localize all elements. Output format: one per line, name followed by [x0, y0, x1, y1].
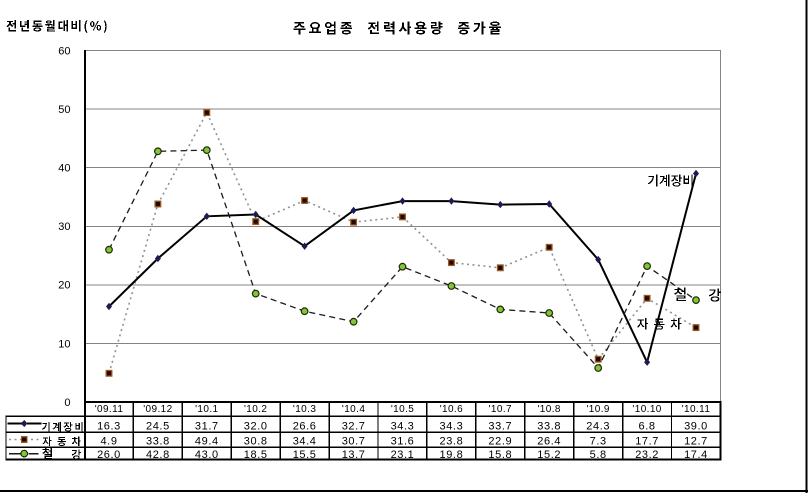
svg-text:26.4: 26.4	[537, 435, 561, 447]
svg-text:4.9: 4.9	[100, 435, 117, 447]
svg-text:13.7: 13.7	[342, 449, 366, 461]
svg-text:39.0: 39.0	[684, 420, 708, 432]
svg-text:'10.9: '10.9	[587, 404, 610, 415]
svg-text:49.4: 49.4	[195, 435, 219, 447]
svg-text:30: 30	[58, 221, 70, 233]
svg-text:18.5: 18.5	[244, 449, 268, 461]
svg-text:15.5: 15.5	[293, 449, 317, 461]
svg-text:60: 60	[58, 45, 70, 57]
svg-text:16.3: 16.3	[97, 420, 121, 432]
svg-text:26.0: 26.0	[97, 449, 121, 461]
svg-text:12.7: 12.7	[684, 435, 708, 447]
svg-text:26.6: 26.6	[293, 420, 317, 432]
svg-text:33.8: 33.8	[146, 435, 170, 447]
svg-text:'10.7: '10.7	[489, 404, 512, 415]
svg-text:33.8: 33.8	[537, 420, 561, 432]
svg-text:34.4: 34.4	[293, 435, 317, 447]
svg-text:'10.3: '10.3	[293, 404, 316, 415]
svg-text:'10.6: '10.6	[440, 404, 463, 415]
svg-text:33.7: 33.7	[488, 420, 512, 432]
svg-text:'10.4: '10.4	[342, 404, 365, 415]
svg-text:22.9: 22.9	[488, 435, 512, 447]
svg-text:17.7: 17.7	[635, 435, 659, 447]
svg-text:'09.11: '09.11	[95, 404, 124, 415]
svg-text:42.8: 42.8	[146, 449, 170, 461]
svg-text:24.5: 24.5	[146, 420, 170, 432]
svg-text:40: 40	[58, 163, 70, 175]
svg-text:32.0: 32.0	[244, 420, 268, 432]
svg-text:32.7: 32.7	[342, 420, 366, 432]
svg-text:6.8: 6.8	[639, 420, 656, 432]
svg-text:20: 20	[58, 280, 70, 292]
svg-text:23.8: 23.8	[439, 435, 463, 447]
svg-text:30.8: 30.8	[244, 435, 268, 447]
svg-text:19.8: 19.8	[439, 449, 463, 461]
svg-text:'10.1: '10.1	[195, 404, 218, 415]
svg-text:43.0: 43.0	[195, 449, 219, 461]
svg-text:'10.11: '10.11	[682, 404, 711, 415]
svg-text:10: 10	[58, 338, 70, 350]
svg-text:15.8: 15.8	[488, 449, 512, 461]
svg-text:'09.12: '09.12	[143, 404, 172, 415]
svg-text:31.7: 31.7	[195, 420, 219, 432]
svg-text:'10.10: '10.10	[632, 404, 661, 415]
svg-text:34.3: 34.3	[439, 420, 463, 432]
svg-text:31.6: 31.6	[391, 435, 415, 447]
svg-text:7.3: 7.3	[590, 435, 607, 447]
svg-text:'10.5: '10.5	[391, 404, 414, 415]
svg-text:50: 50	[58, 104, 70, 116]
svg-text:24.3: 24.3	[586, 420, 610, 432]
svg-text:'10.8: '10.8	[538, 404, 561, 415]
svg-text:'10.2: '10.2	[244, 404, 267, 415]
svg-text:23.1: 23.1	[391, 449, 415, 461]
svg-text:17.4: 17.4	[684, 449, 708, 461]
svg-text:30.7: 30.7	[342, 435, 366, 447]
svg-text:34.3: 34.3	[391, 420, 415, 432]
svg-text:0: 0	[64, 397, 70, 409]
svg-text:15.2: 15.2	[537, 449, 561, 461]
svg-text:5.8: 5.8	[590, 449, 607, 461]
svg-text:23.2: 23.2	[635, 449, 659, 461]
